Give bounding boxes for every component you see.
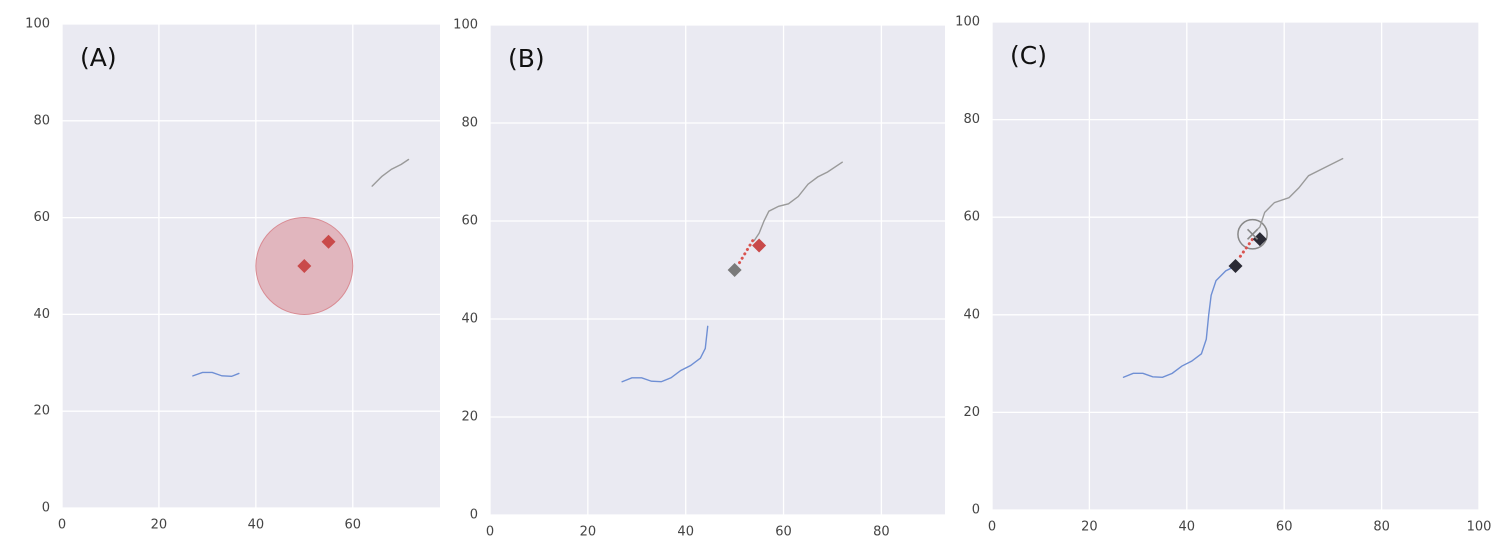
x-tick-label: 80 <box>873 525 890 540</box>
x-tick-label: 60 <box>344 518 361 533</box>
x-tick-label: 60 <box>1276 520 1293 535</box>
y-tick-label: 80 <box>33 113 50 128</box>
plot-area <box>62 24 440 508</box>
diamond-marker <box>1228 259 1243 273</box>
trajectory <box>1122 265 1237 378</box>
trajectory <box>371 158 410 187</box>
trajectory <box>1251 157 1344 235</box>
x-tick-label: 60 <box>775 525 792 540</box>
x-marker <box>1246 228 1259 240</box>
trajectory <box>621 325 709 383</box>
x-tick-label: 20 <box>580 525 597 540</box>
y-tick-label: 40 <box>33 307 50 322</box>
trajectory <box>1238 237 1255 258</box>
x-tick-label: 0 <box>988 520 996 535</box>
y-tick-label: 100 <box>453 18 478 33</box>
diamond-marker <box>752 238 767 253</box>
y-tick-label: 100 <box>25 17 50 32</box>
region-circle <box>1237 218 1268 250</box>
panel-label: (B) <box>508 44 545 73</box>
y-tick-label: 0 <box>42 501 50 516</box>
y-tick-label: 60 <box>33 210 50 225</box>
y-tick-label: 100 <box>955 15 980 30</box>
diamond-marker <box>297 259 312 273</box>
diamond-marker <box>1252 232 1267 247</box>
y-tick-label: 0 <box>972 503 980 518</box>
trajectory <box>192 371 240 378</box>
y-tick-label: 20 <box>33 404 50 419</box>
panel-label: (A) <box>80 43 117 72</box>
y-tick-label: 20 <box>963 405 980 420</box>
trajectory <box>738 236 756 265</box>
y-tick-label: 60 <box>461 214 478 229</box>
y-tick-label: 80 <box>461 116 478 131</box>
plot-area <box>490 25 945 515</box>
x-tick-label: 40 <box>248 518 265 533</box>
trajectory <box>753 161 843 242</box>
x-tick-label: 40 <box>1179 520 1196 535</box>
diamond-marker <box>727 263 742 277</box>
y-tick-label: 40 <box>963 307 980 322</box>
x-tick-label: 80 <box>1373 520 1390 535</box>
diamond-marker <box>321 234 336 249</box>
y-tick-label: 20 <box>461 410 478 425</box>
x-tick-label: 0 <box>486 525 494 540</box>
y-tick-label: 0 <box>470 508 478 523</box>
x-tick-label: 40 <box>677 525 694 540</box>
panel-label: (C) <box>1010 41 1047 70</box>
x-tick-label: 100 <box>1467 520 1492 535</box>
x-tick-label: 20 <box>1081 520 1098 535</box>
y-tick-label: 60 <box>963 210 980 225</box>
x-tick-label: 20 <box>151 518 168 533</box>
y-tick-label: 80 <box>963 112 980 127</box>
x-tick-label: 0 <box>58 518 66 533</box>
y-tick-label: 40 <box>461 312 478 327</box>
